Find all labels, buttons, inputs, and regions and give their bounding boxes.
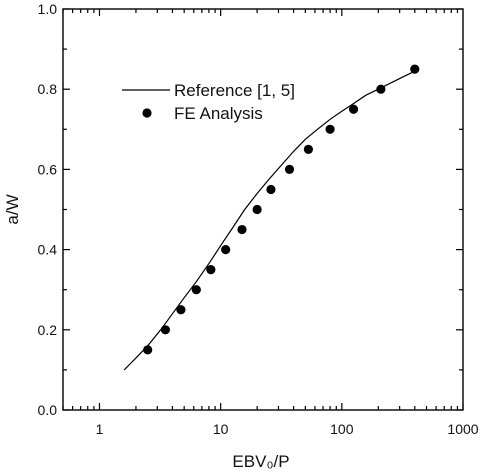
y-tick-label: 0.0: [38, 402, 58, 418]
reference-curve: [123, 70, 416, 371]
fe-analysis-point: [237, 224, 247, 235]
y-axis-ticks: 0.0 0.2 0.4 0.6 0.8 1.0: [38, 1, 463, 418]
legend: Reference [1, 5] FE Analysis: [122, 81, 295, 123]
fe-analysis-point: [410, 64, 420, 74]
fe-analysis-point: [252, 204, 262, 215]
fe-analysis-point: [376, 84, 386, 94]
x-tick-label: 10: [213, 421, 229, 437]
fe-analysis-point: [266, 184, 276, 195]
fe-analysis-point: [191, 285, 201, 295]
fe-analysis-point: [143, 345, 153, 355]
fe-analysis-point: [221, 245, 231, 255]
y-tick-label: 0.4: [38, 242, 58, 258]
y-axis-title: a/W: [3, 194, 22, 224]
fe-analysis-point: [176, 305, 186, 315]
x-axis-title: EBV₀/P: [232, 452, 289, 471]
x-tick-label: 1: [96, 421, 104, 437]
fe-analysis-point: [325, 124, 335, 134]
x-tick-label: 1000: [447, 421, 478, 437]
x-tick-label: 100: [330, 421, 354, 437]
fe-analysis-point: [206, 265, 216, 275]
fe-analysis-point: [303, 144, 314, 154]
plot-border: [62, 8, 464, 411]
legend-label-reference: Reference [1, 5]: [174, 81, 295, 100]
y-tick-label: 0.8: [38, 81, 58, 97]
y-tick-label: 0.2: [38, 322, 58, 338]
fe-analysis-point: [160, 325, 171, 335]
legend-marker-sample: [142, 108, 152, 118]
fe-analysis-point: [348, 104, 359, 114]
x-axis-ticks: 1 10 100 1000: [62, 9, 479, 437]
legend-label-fe-analysis: FE Analysis: [174, 104, 263, 123]
y-tick-label: 0.6: [38, 161, 58, 177]
fe-analysis-point: [284, 164, 295, 174]
series-layer: [123, 64, 420, 371]
y-tick-label: 1.0: [38, 1, 58, 17]
plot-frame: [62, 8, 464, 411]
